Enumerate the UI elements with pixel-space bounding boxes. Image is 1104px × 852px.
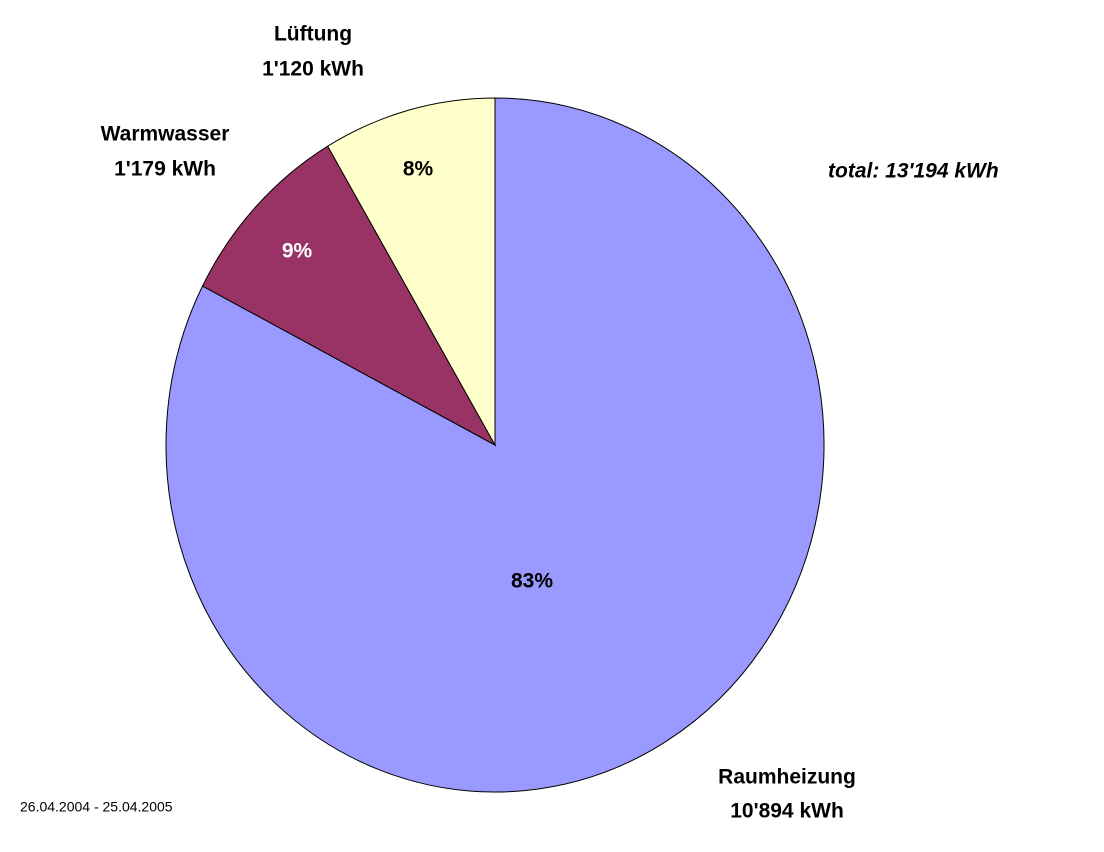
slice-percent-label: 9% xyxy=(282,240,313,263)
slice-name: Raumheizung xyxy=(718,766,856,789)
slice-name: Warmwasser xyxy=(101,123,230,146)
slice-percent-label: 8% xyxy=(403,158,434,181)
slice-percent-label: 83% xyxy=(511,570,553,593)
slice-name: Lüftung xyxy=(274,23,352,46)
date-range: 26.04.2004 - 25.04.2005 xyxy=(20,799,173,815)
total-annotation: total: 13'194 kWh xyxy=(828,160,999,183)
slice-value-label: 1'120 kWh xyxy=(262,58,364,81)
pie-slice xyxy=(201,145,497,447)
slice-value-label: 10'894 kWh xyxy=(730,800,844,823)
pie-slice xyxy=(327,97,496,447)
slice-value-label: 1'179 kWh xyxy=(114,158,216,181)
